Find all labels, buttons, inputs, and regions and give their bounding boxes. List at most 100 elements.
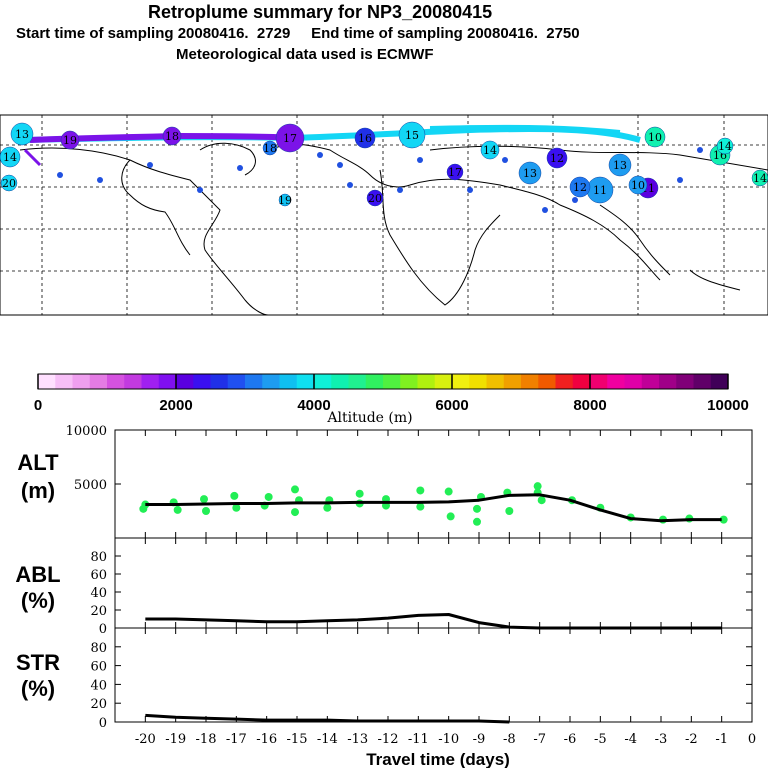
- plume-particle-dot: [347, 182, 353, 188]
- x-tick-label: -14: [317, 732, 338, 747]
- y-axis-label: STR: [16, 650, 60, 675]
- x-axis-label: Travel time (days): [366, 750, 510, 768]
- plume-centroid-circle: [480, 140, 500, 160]
- plume-centroid-label: 13: [523, 167, 537, 180]
- plume-centroid-label: 14: [718, 140, 732, 153]
- colorbar-swatch: [590, 374, 608, 389]
- colorbar-axis-label: Altitude (m): [326, 410, 412, 426]
- met-data-subtitle: Meteorological data used is ECMWF: [176, 46, 434, 63]
- altitude-point: [232, 503, 241, 512]
- colorbar-swatch: [331, 374, 349, 389]
- plume-centroid-marker: 14: [0, 146, 21, 168]
- altitude-point: [416, 502, 425, 511]
- plume-centroid-marker: 20: [366, 189, 384, 207]
- y-tick-label: 5000: [74, 478, 107, 493]
- colorbar-swatch: [383, 374, 401, 389]
- plume-particle-dot: [542, 207, 548, 213]
- y-tick-label: 40: [90, 586, 107, 601]
- x-tick-label: -2: [685, 732, 698, 747]
- x-tick-label: -1: [715, 732, 728, 747]
- plume-centroid-circle: [398, 121, 426, 149]
- x-tick-label: -5: [594, 732, 607, 747]
- colorbar-tick-label: 0: [34, 397, 42, 414]
- plume-centroid-circle: [366, 189, 384, 207]
- y-tick-label: 60: [90, 568, 107, 583]
- colorbar-swatch: [486, 374, 505, 389]
- plume-centroid-marker: 16: [354, 127, 376, 149]
- y-axis-label: (m): [21, 478, 55, 503]
- panel-abl: 0 20 40 60 80 ABL(%): [15, 537, 753, 637]
- plume-centroid-label: 19: [278, 194, 292, 207]
- altitude-point: [505, 507, 514, 515]
- altitude-colorbar: 0 2000 4000 6000 8000 10000 Altitude (m): [34, 373, 749, 426]
- plume-centroid-circle: [0, 174, 18, 192]
- y-axis-label: (%): [21, 676, 55, 701]
- y-axis-label: ALT: [17, 450, 59, 475]
- x-tick-label: -15: [287, 732, 308, 747]
- y-tick-label: 40: [90, 678, 107, 693]
- series-line-str: [145, 713, 510, 724]
- x-tick-label: -9: [473, 732, 486, 747]
- plume-centroid-label: 17: [448, 166, 462, 179]
- plume-centroid-label: 13: [613, 159, 627, 172]
- plume-centroid-circle: [628, 175, 648, 195]
- colorbar-swatch: [572, 374, 591, 389]
- y-axis-label: ABL: [15, 562, 60, 587]
- plume-centroid-marker: 13: [10, 122, 34, 146]
- map-gridlines: [0, 115, 768, 315]
- plume-particle-dot: [677, 177, 683, 183]
- y-tick-label: 10000: [66, 424, 107, 439]
- altitude-point: [202, 507, 210, 515]
- plume-centroid-marker: 10: [644, 126, 666, 148]
- plume-particle-dot: [337, 162, 343, 168]
- colorbar-swatch: [314, 374, 332, 389]
- plume-centroid-circle: [162, 126, 182, 146]
- series-line-alt: [145, 493, 722, 523]
- y-tick-label: 0: [99, 622, 107, 637]
- panel-frame: [114, 627, 753, 723]
- colorbar-swatch: [107, 374, 125, 389]
- altitude-point: [230, 491, 239, 500]
- altitude-point: [264, 492, 273, 501]
- plume-centroid-label: 12: [550, 152, 564, 165]
- panel-alt: 5000 10000 ALT (m): [17, 424, 753, 539]
- plume-centroid-marker: 10: [628, 175, 648, 195]
- plume-centroid-label: 15: [405, 129, 419, 142]
- plume-centroid-marker: 11: [586, 176, 614, 204]
- x-tick-label: -10: [438, 732, 459, 747]
- plume-centroid-label: 14: [483, 144, 497, 157]
- colorbar-swatch: [227, 374, 246, 389]
- colorbar-swatch: [503, 374, 522, 389]
- plume-centroid-circle: [569, 176, 591, 198]
- colorbar-swatch: [641, 374, 660, 389]
- plume-centroid-circle: [546, 147, 568, 169]
- x-tick-label: -4: [624, 732, 637, 747]
- colorbar-swatch: [624, 374, 643, 389]
- plume-particle-dot: [467, 187, 473, 193]
- plume-particle-dot: [417, 157, 423, 163]
- plume-centroid-label: 18: [165, 130, 179, 143]
- plume-centroid-marker: 19: [60, 130, 80, 150]
- plume-centroid-label: 10: [648, 131, 662, 144]
- plume-centroid-label: 19: [63, 134, 77, 147]
- x-tick-label: -6: [564, 732, 577, 747]
- plume-centroid-marker: 19: [278, 193, 292, 207]
- plume-centroid-label: 18: [263, 142, 277, 155]
- plume-centroid-marker: 14: [716, 137, 734, 155]
- x-tick-label: -3: [655, 732, 668, 747]
- y-axis-label: (%): [21, 588, 55, 613]
- altitude-point: [173, 505, 182, 514]
- altitude-point: [473, 517, 481, 526]
- y-tick-label: 80: [90, 550, 107, 565]
- colorbar-swatch: [38, 374, 56, 389]
- colorbar-swatch: [245, 374, 263, 389]
- colorbar-swatch: [659, 374, 677, 389]
- colorbar-tick-label: 8000: [573, 397, 606, 414]
- y-tick-label: 20: [90, 697, 107, 712]
- colorbar-swatch: [141, 374, 160, 389]
- colorbar-swatch: [521, 374, 539, 389]
- altitude-point: [291, 508, 299, 517]
- x-tick-label: -12: [378, 732, 399, 747]
